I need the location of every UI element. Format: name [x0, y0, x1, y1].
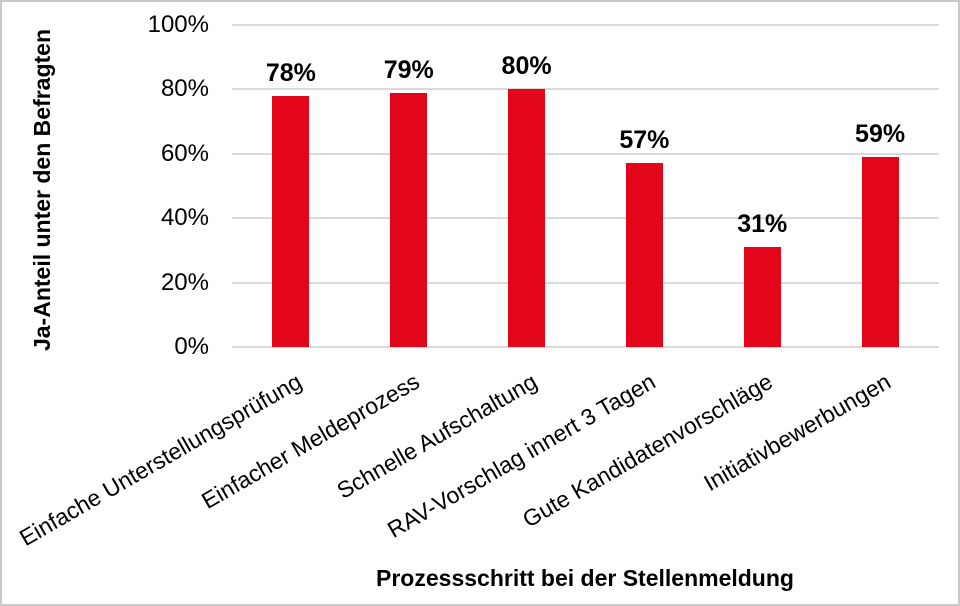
gridline — [232, 217, 939, 220]
bar-value-label: 80% — [501, 52, 552, 81]
y-tick-label: 20% — [160, 268, 209, 296]
bar-value-label: 31% — [737, 210, 788, 239]
bar-value-label: 59% — [855, 120, 906, 149]
bar-value-label: 78% — [265, 58, 316, 87]
bar — [861, 157, 899, 347]
x-axis-title: Prozessschritt bei der Stellenmeldung — [376, 565, 794, 591]
gridline — [232, 24, 939, 26]
y-tick-label: 80% — [160, 75, 209, 103]
y-tick-label: 100% — [147, 11, 209, 38]
y-tick-label: 0% — [174, 333, 209, 360]
bar — [743, 247, 781, 347]
bar — [272, 95, 310, 347]
gridline — [232, 281, 939, 284]
y-tick-label: 40% — [160, 204, 209, 232]
gridline — [232, 346, 939, 348]
gridline — [232, 152, 939, 155]
y-tick-label: 60% — [160, 139, 209, 167]
y-axis-title: Ja-Anteil unter den Befragten — [29, 28, 55, 352]
bar-value-label: 57% — [619, 126, 670, 155]
x-category-label: Einfacher Meldeprozess — [197, 368, 424, 514]
bar — [390, 92, 428, 347]
bar-value-label: 79% — [383, 55, 434, 84]
gridline — [232, 88, 939, 91]
bar — [508, 89, 546, 347]
x-category-label: Schnelle Aufschaltung — [332, 368, 542, 504]
bar — [625, 163, 663, 347]
